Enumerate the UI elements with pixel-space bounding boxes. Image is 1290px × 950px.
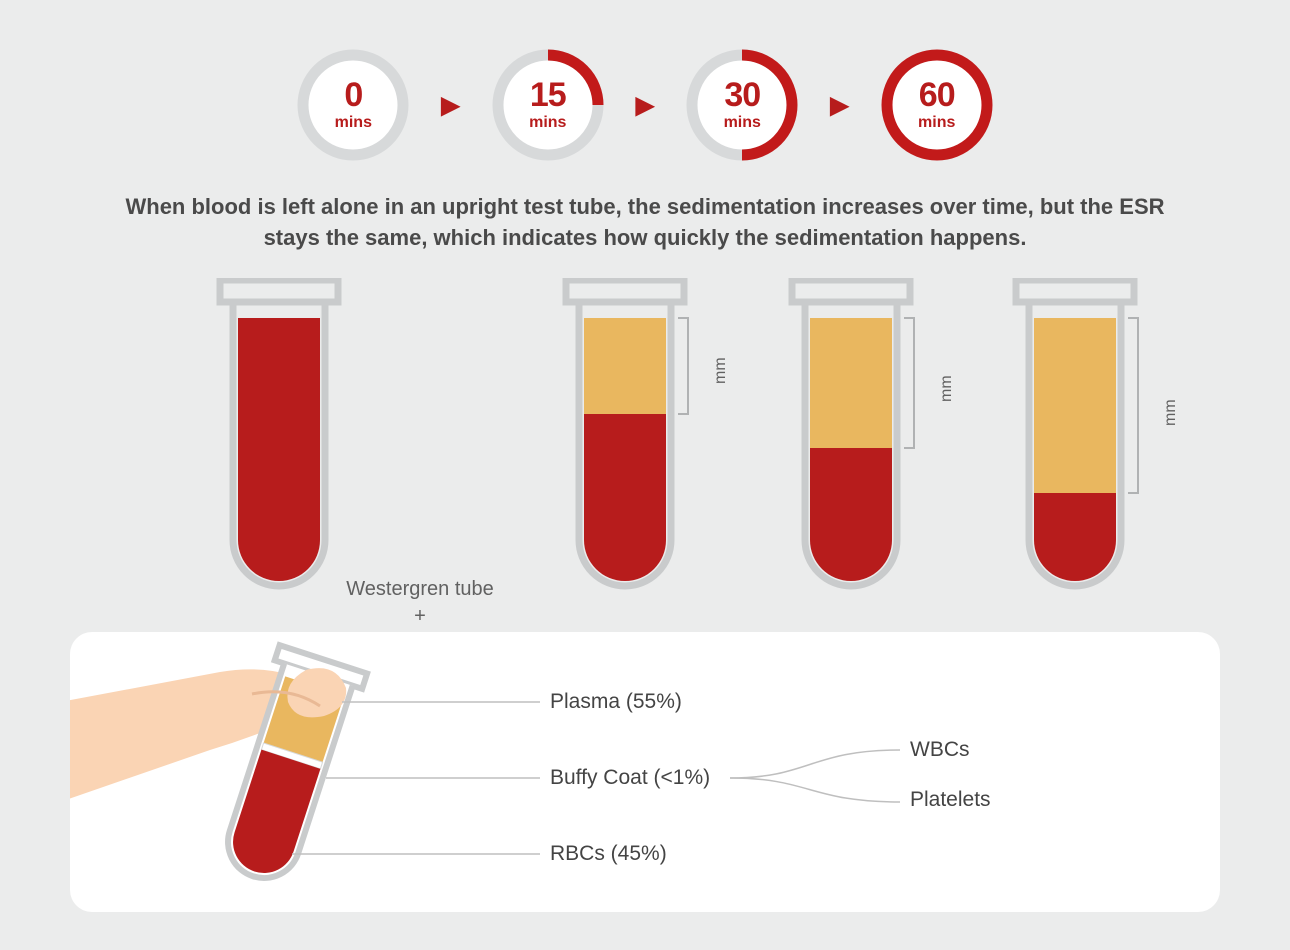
- platelets-label: Platelets: [910, 788, 991, 812]
- tube-note: Westergren tube: [320, 576, 520, 603]
- tube-60min: [1010, 278, 1170, 598]
- tubes-row: Westergren tube + Anticoagulant Deoxygen…: [0, 278, 1290, 608]
- dial-ring-icon: [488, 45, 608, 165]
- tube-15min: [560, 278, 720, 598]
- test-tube-icon: [1010, 278, 1170, 598]
- mm-label: mm: [1162, 399, 1180, 426]
- test-tube-icon: [560, 278, 720, 598]
- time-dials-row: 0 mins ▶ 15 mins ▶ 30 mins: [0, 40, 1290, 170]
- rbc-label: RBCs (45%): [550, 842, 667, 866]
- tube-0min: [214, 278, 344, 598]
- dial-15min: 15 mins: [488, 45, 608, 165]
- dial-ring-icon: [877, 45, 997, 165]
- buffy-coat-label: Buffy Coat (<1%): [550, 766, 710, 790]
- tube-note: +: [320, 603, 520, 630]
- dial-ring-icon: [293, 45, 413, 165]
- wbc-label: WBCs: [910, 738, 970, 762]
- dial-separator-icon: ▶: [830, 91, 848, 120]
- dial-ring-icon: [682, 45, 802, 165]
- dial-separator-icon: ▶: [636, 91, 654, 120]
- description-text: When blood is left alone in an upright t…: [120, 192, 1170, 254]
- blood-composition-panel: Plasma (55%) Buffy Coat (<1%) RBCs (45%)…: [70, 632, 1220, 912]
- dial-60min: 60 mins: [877, 45, 997, 165]
- dial-separator-icon: ▶: [441, 91, 459, 120]
- dial-30min: 30 mins: [682, 45, 802, 165]
- esr-infographic: 0 mins ▶ 15 mins ▶ 30 mins: [0, 0, 1290, 950]
- mm-label: mm: [938, 375, 956, 402]
- test-tube-icon: [786, 278, 946, 598]
- mm-label: mm: [712, 357, 730, 384]
- dial-0min: 0 mins: [293, 45, 413, 165]
- test-tube-icon: [214, 278, 344, 598]
- tube-30min: [786, 278, 946, 598]
- plasma-label: Plasma (55%): [550, 690, 682, 714]
